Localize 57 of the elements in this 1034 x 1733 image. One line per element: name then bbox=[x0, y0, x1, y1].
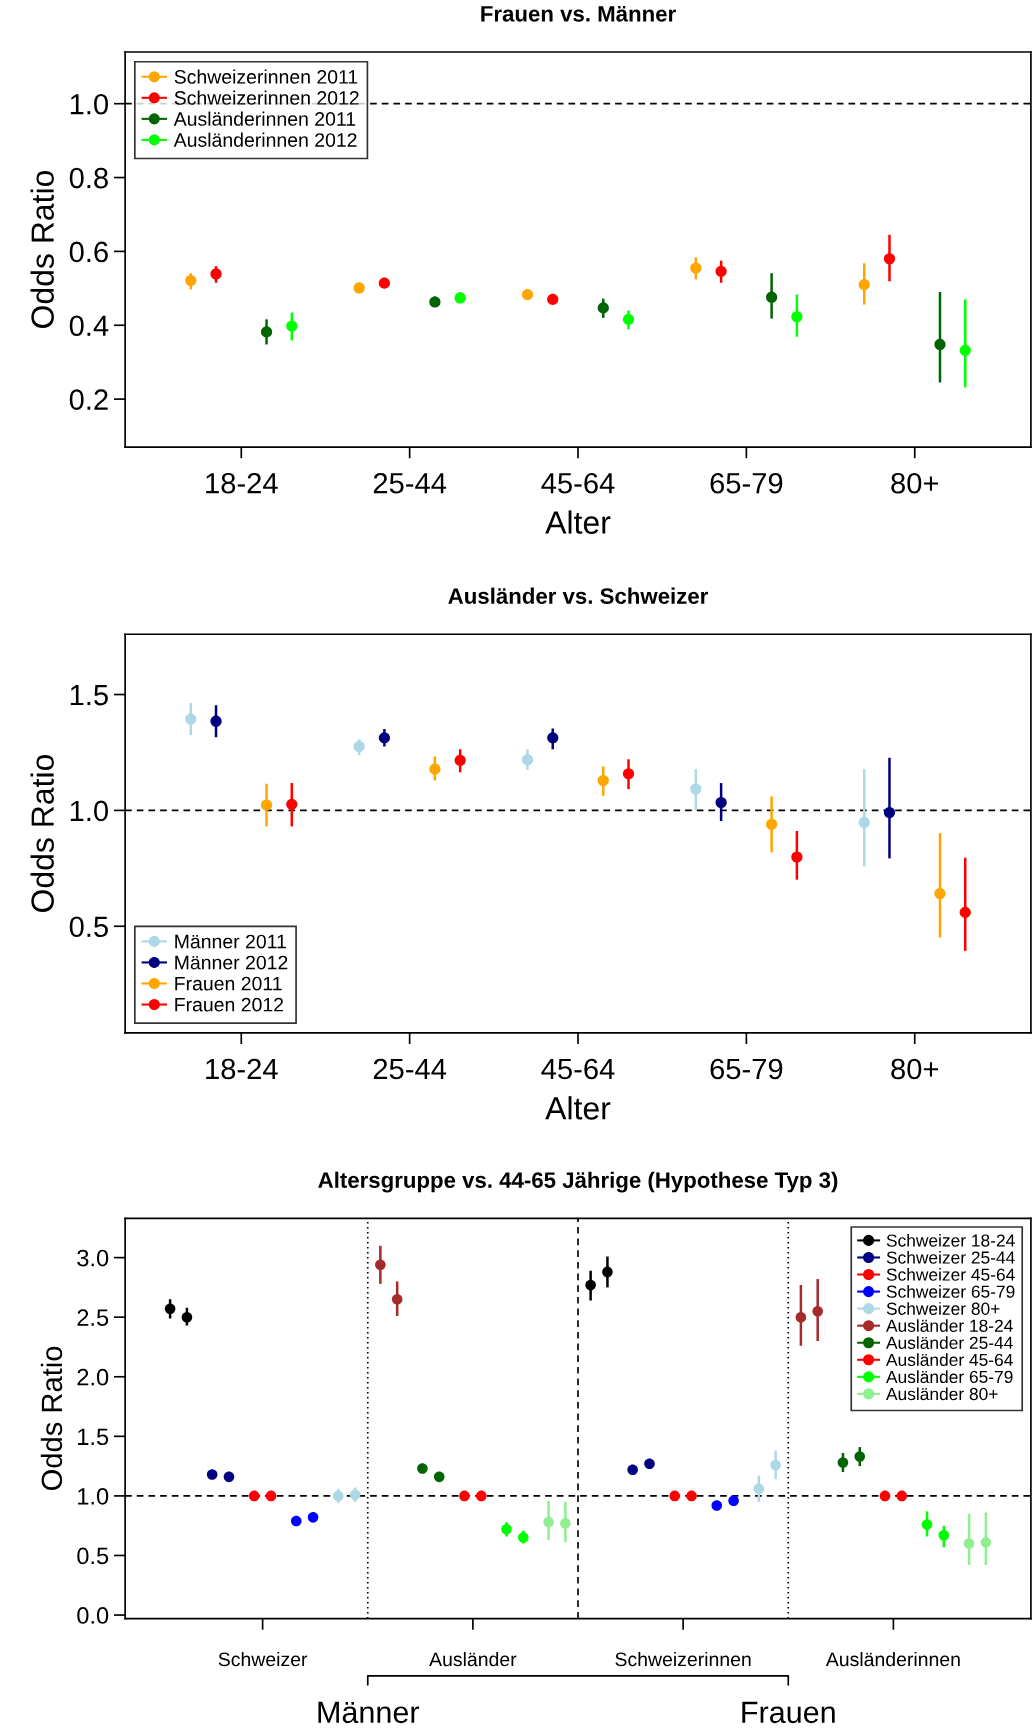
y-tick-label: 3.0 bbox=[77, 1249, 109, 1267]
y-tick-label: 0.0 bbox=[77, 1607, 109, 1624]
y-tick-label: 0.8 bbox=[69, 167, 108, 189]
legend-label: Ausländer 80+ bbox=[886, 1387, 998, 1401]
y-tick-label: 1.5 bbox=[70, 685, 108, 706]
legend-label: Schweizer 80+ bbox=[886, 1302, 1000, 1315]
x-tick-label: 65-79 bbox=[710, 1058, 783, 1080]
x-axis-title: Alter bbox=[545, 510, 611, 534]
legend-label: Frauen 2011 bbox=[175, 976, 282, 991]
x-tick-label: Schweizerinnen bbox=[615, 1651, 751, 1667]
legend-label: Schweizer 18-24 bbox=[886, 1233, 1015, 1247]
legend-label: Schweizer 25-44 bbox=[886, 1250, 1015, 1264]
y-tick-label: 1.0 bbox=[70, 800, 108, 822]
legend-label: Ausländerinnen 2012 bbox=[173, 132, 357, 147]
y-tick-label: 1.5 bbox=[78, 1428, 109, 1446]
x-axis-title: Alter bbox=[545, 1096, 611, 1120]
y-tick-label: 1.0 bbox=[70, 93, 108, 115]
x-tick-label: 65-79 bbox=[710, 472, 783, 494]
text: Frauen bbox=[742, 1701, 835, 1724]
legend-label: Ausländer 25-44 bbox=[886, 1336, 1013, 1349]
legend-label: Frauen 2012 bbox=[175, 997, 284, 1012]
y-tick-label: 0.5 bbox=[69, 916, 108, 938]
x-tick-label: 25-44 bbox=[373, 472, 447, 494]
legend-label: Ausländer 65-79 bbox=[886, 1370, 1013, 1384]
x-tick-label: 45-64 bbox=[541, 472, 615, 494]
x-tick-label: Ausländer bbox=[429, 1651, 517, 1667]
x-tick-label: 18-24 bbox=[206, 472, 278, 494]
legend-label: Ausländer 18-24 bbox=[886, 1319, 1013, 1332]
chart-title: Altersgruppe vs. 44-65 Jährige (Hypothese Typ 3) bbox=[318, 1171, 838, 1193]
chart-title: Ausländer vs. Schweizer bbox=[448, 587, 708, 604]
y-axis-title: Odds Ratio bbox=[30, 170, 54, 328]
legend-label: Schweizer 45-64 bbox=[886, 1268, 1015, 1281]
y-tick-label: 0.2 bbox=[69, 389, 108, 410]
chart-title: Frauen vs. Männer bbox=[481, 6, 676, 22]
y-tick-label: 0.4 bbox=[69, 315, 109, 337]
x-tick-label: Ausländerinnen bbox=[825, 1651, 960, 1667]
x-tick-label: 18-24 bbox=[206, 1058, 278, 1080]
y-tick-label: 2.0 bbox=[77, 1368, 109, 1386]
x-tick-label: 45-64 bbox=[541, 1058, 615, 1080]
legend-label: Männer 2011 bbox=[175, 934, 286, 949]
y-tick-label: 0.6 bbox=[69, 241, 108, 263]
legend-label: Schweizerinnen 2011 bbox=[174, 69, 358, 84]
x-tick-label: 25-44 bbox=[373, 1058, 447, 1080]
x-tick-label: Schweizer bbox=[218, 1651, 308, 1667]
x-tick-label: 80+ bbox=[891, 472, 939, 494]
y-axis-title: Odds Ratio bbox=[30, 755, 54, 912]
y-axis-title: Odds Ratio bbox=[40, 1346, 63, 1491]
x-tick-label: 80+ bbox=[891, 1058, 939, 1080]
legend-label: Schweizerinnen 2012 bbox=[174, 90, 359, 105]
legend-label: Männer 2012 bbox=[175, 955, 288, 970]
y-tick-label: 0.5 bbox=[77, 1547, 109, 1565]
y-tick-label: 2.5 bbox=[77, 1309, 109, 1326]
legend-label: Ausländerinnen 2011 bbox=[173, 111, 356, 126]
text: Männer bbox=[318, 1701, 420, 1724]
legend-label: Schweizer 65-79 bbox=[886, 1285, 1015, 1298]
legend-label: Ausländer 45-64 bbox=[886, 1353, 1013, 1367]
y-tick-label: 1.0 bbox=[78, 1487, 109, 1505]
